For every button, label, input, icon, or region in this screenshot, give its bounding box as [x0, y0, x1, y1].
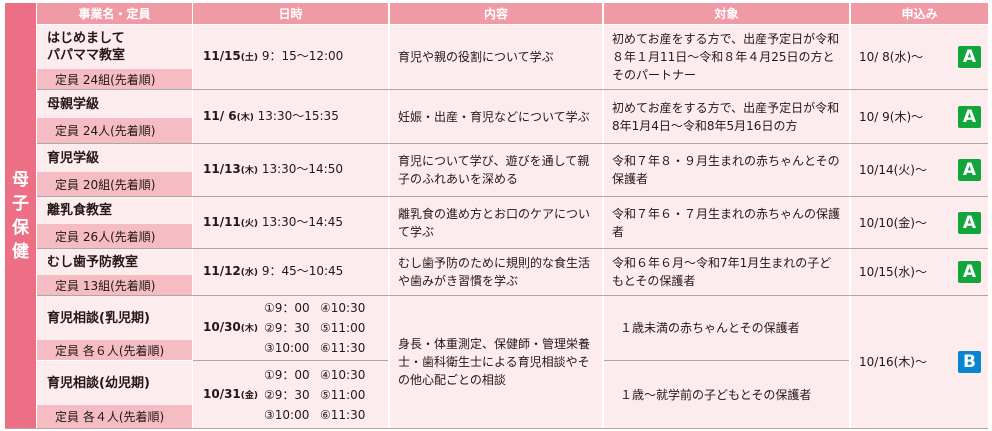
header-2: 内容: [390, 3, 602, 24]
date-time: 10/30(木) ①9：00 ④10:30 ②9：30 ⑤11:00 ③10:00 ⑥11:…: [193, 296, 388, 360]
badge-a-icon: A: [958, 46, 981, 68]
date-time: 11/11(火) 13:30～14:45: [193, 197, 388, 248]
date-time: 10/31(金) ①9：00 ④10:30 ②9：30 ⑤11:00 ③10:00 ⑥11:…: [193, 361, 388, 428]
row-divider: [37, 196, 988, 197]
row-divider: [37, 248, 988, 249]
header-0: 事業名・定員: [37, 3, 192, 24]
content: 育児や親の役割について学ぶ: [390, 25, 602, 89]
apply-date: 10/15(水)～: [851, 249, 988, 295]
date: 10/31(金): [203, 386, 259, 401]
row-divider: [37, 143, 988, 144]
row-divider: [5, 428, 988, 429]
date: 11/11(火) 13:30～14:45: [203, 214, 343, 229]
capacity: 定員 各４人(先着順): [37, 405, 192, 428]
time-slot: ③10:00: [264, 407, 310, 422]
event-name: むし歯予防教室: [37, 249, 192, 275]
badge-a-icon: A: [958, 211, 981, 234]
date-time: 11/13(木) 13:30～14:50: [193, 144, 388, 196]
date-time: 11/15(土) 9：15～12:00: [193, 25, 388, 89]
badge-a-icon: A: [958, 159, 981, 181]
target: １歳未満の赤ちゃんとその保護者: [604, 296, 849, 360]
capacity: 定員 26人(先着順): [37, 224, 192, 248]
row-divider: [604, 360, 849, 361]
content: 身長・体重測定、保健師・管理栄養士・歯科衛生士による育児相談やその他心配ごとの相…: [390, 296, 602, 428]
capacity: 定員 20組(先着順): [37, 172, 192, 196]
content: 離乳食の進め方とお口のケアについて学ぶ: [390, 197, 602, 248]
capacity: 定員 各６人(先着順): [37, 340, 192, 360]
date: 11/15(土) 9：15～12:00: [203, 49, 344, 63]
capacity: 定員 24人(先着順): [37, 118, 192, 143]
date-time: 11/12(水) 9：45～10:45: [193, 249, 388, 295]
time-slot: ③10:00: [264, 341, 310, 355]
badge-b-icon: B: [958, 351, 981, 373]
event-name: 育児相談(幼児期): [37, 361, 192, 405]
event-name: 育児相談(乳児期): [37, 296, 192, 340]
date-time: 11/ 6(木) 13:30～15:35: [193, 90, 388, 143]
header-3: 対象: [604, 3, 849, 24]
time-slot: ①9：00: [264, 367, 310, 382]
time-slot: ①9：00: [264, 301, 310, 315]
event-name: 育児学級: [37, 144, 192, 172]
target: １歳～就学前の子どもとその保護者: [604, 361, 849, 428]
time-slots: ①9：00 ④10:30 ②9：30 ⑤11:00 ③10:00 ⑥11:30: [264, 365, 376, 425]
target: 令和７年６・７月生まれの赤ちゃんの保護者: [604, 197, 849, 248]
row-divider: [37, 295, 988, 296]
event-name: はじめまして パパママ教室: [37, 25, 192, 69]
capacity: 定員 13組(先着順): [37, 275, 192, 295]
content: 育児について学び、遊びを通して親子のふれあいを深める: [390, 144, 602, 196]
date: 11/ 6(木) 13:30～15:35: [203, 108, 339, 123]
target: 令和７年８・９月生まれの赤ちゃんとその保護者: [604, 144, 849, 196]
time-slot: ④10:30: [320, 301, 366, 315]
header-1: 日時: [193, 3, 388, 24]
event-name: 母親学級: [37, 90, 192, 118]
time-slots: ①9：00 ④10:30 ②9：30 ⑤11:00 ③10:00 ⑥11:30: [264, 298, 376, 358]
content: 妊娠・出産・育児などについて学ぶ: [390, 90, 602, 143]
badge-a-icon: A: [958, 261, 981, 283]
target: 令和６年６月～令和7年1月生まれの子どもとその保護者: [604, 249, 849, 295]
capacity: 定員 24組(先着順): [37, 69, 192, 89]
time-slot: ④10:30: [320, 367, 366, 382]
time-slot: ⑤11:00: [320, 387, 366, 402]
date: 11/13(木) 13:30～14:50: [203, 162, 343, 176]
date: 11/12(水) 9：45～10:45: [203, 264, 344, 278]
time-slot: ⑥11:30: [320, 407, 366, 422]
target: 初めてお産をする方で、出産予定日が令和８年１月11日～令和８年４月25日の方とそ…: [604, 25, 849, 89]
time-slot: ②9：30: [264, 321, 310, 335]
target: 初めてお産をする方で、出産予定日が令和8年1月4日～令和8年5月16日の方: [604, 90, 849, 143]
header-4: 申込み: [851, 3, 988, 24]
row-divider: [37, 89, 988, 90]
event-name: 離乳食教室: [37, 197, 192, 224]
time-slot: ⑥11:30: [320, 341, 366, 355]
category-band: 母子保健: [5, 3, 36, 428]
time-slot: ②9：30: [264, 387, 310, 402]
time-slot: ⑤11:00: [320, 321, 366, 335]
row-divider: [193, 360, 388, 361]
category-label: 母子保健: [12, 169, 29, 262]
content: むし歯予防のために規則的な食生活や歯みがき習慣を学ぶ: [390, 249, 602, 295]
badge-a-icon: A: [958, 105, 981, 128]
date: 10/30(木): [203, 320, 259, 334]
